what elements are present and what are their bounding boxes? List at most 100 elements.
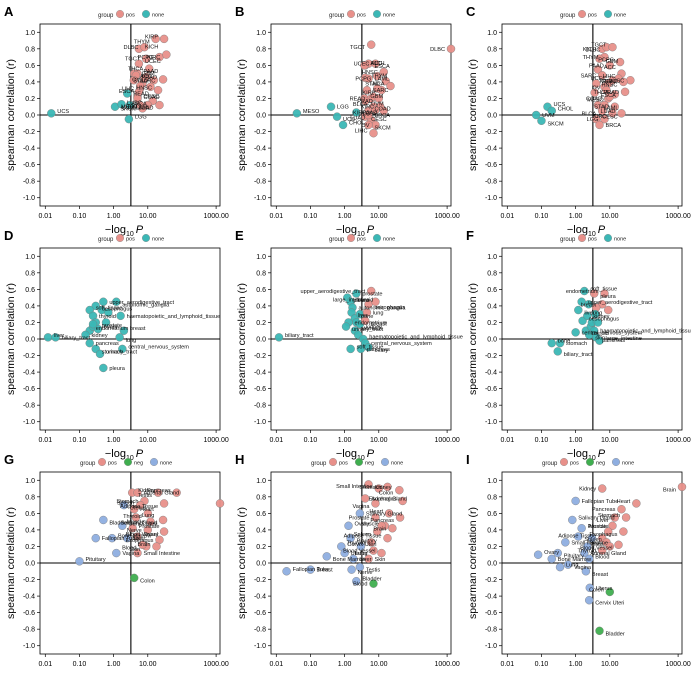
point-label: THCA bbox=[594, 90, 609, 96]
point-label: upper_aerodigestive_tract bbox=[301, 289, 366, 295]
point-pos bbox=[153, 85, 163, 95]
y-tick-label: -0.2 bbox=[23, 129, 35, 136]
point-label: Stomach bbox=[598, 513, 620, 519]
point-label: Esophagus bbox=[125, 538, 153, 544]
point-label: Esophagus bbox=[369, 496, 397, 502]
point-label: Vagina bbox=[122, 551, 140, 557]
point-label: Small Intestine bbox=[143, 551, 180, 557]
y-tick-label: 0.8 bbox=[25, 494, 35, 501]
point-label: READ bbox=[350, 96, 366, 102]
point-none bbox=[355, 562, 365, 572]
point-label: Pituitary bbox=[357, 539, 377, 545]
point-pos bbox=[133, 532, 142, 541]
y-tick-label: 0.4 bbox=[256, 79, 266, 86]
point-label: GBM bbox=[605, 59, 618, 65]
point-none bbox=[322, 552, 331, 561]
point-label: STAD bbox=[133, 78, 148, 84]
point-none bbox=[341, 322, 351, 331]
point-label: OV bbox=[132, 77, 140, 83]
y-tick-label: 0.6 bbox=[25, 287, 35, 294]
point-none bbox=[356, 542, 366, 551]
point-label: LAML bbox=[604, 106, 619, 112]
point-pos bbox=[626, 76, 635, 85]
y-tick-label: 0.4 bbox=[487, 303, 497, 310]
point-pos bbox=[619, 77, 628, 87]
y-tick-label: -1.0 bbox=[254, 195, 266, 202]
point-label: Bone Marrow bbox=[118, 534, 152, 540]
point-none bbox=[346, 344, 355, 354]
point-label: Nerve bbox=[127, 528, 142, 534]
legend: group pos none bbox=[560, 9, 626, 19]
point-label: Blood bbox=[595, 554, 609, 560]
point-none bbox=[346, 533, 355, 543]
point-pos bbox=[158, 515, 168, 525]
point-label: Breast bbox=[316, 568, 333, 574]
point-label: LGG bbox=[587, 117, 599, 123]
point-none bbox=[585, 554, 594, 564]
point-label: Cervix Uteri bbox=[595, 601, 624, 607]
x-tick-label: 10.00 bbox=[139, 437, 157, 444]
x-tick-label: 0.01 bbox=[38, 661, 52, 668]
legend-label-pos: pos bbox=[339, 461, 348, 467]
point-label: Kidney bbox=[138, 488, 155, 494]
point-none bbox=[282, 567, 291, 576]
point-label: Vagina bbox=[574, 565, 592, 571]
y-axis-title: spearman correlation (r) bbox=[5, 507, 17, 619]
point-pos bbox=[379, 67, 388, 77]
y-tick-label: -0.8 bbox=[485, 627, 497, 634]
point-label: Uterus bbox=[596, 586, 613, 592]
point-pos bbox=[371, 105, 380, 115]
legend-swatch-neg bbox=[586, 458, 595, 467]
point-none bbox=[124, 114, 134, 124]
point-label: Blood bbox=[122, 545, 136, 551]
legend-swatch-none bbox=[373, 9, 382, 18]
point-label: BRCA bbox=[605, 123, 621, 129]
point-pos bbox=[590, 88, 599, 97]
point-label: PRAD bbox=[357, 99, 373, 105]
legend-label-pos: pos bbox=[126, 237, 135, 243]
point-label: MESO bbox=[587, 97, 604, 103]
point-pos bbox=[364, 110, 373, 120]
point-pos bbox=[364, 74, 373, 83]
x-tick-label: 10.00 bbox=[370, 661, 388, 668]
point-none bbox=[574, 305, 583, 315]
y-tick-label: 0.2 bbox=[25, 544, 35, 551]
point-pos bbox=[134, 59, 144, 68]
point-label: Muscle bbox=[589, 524, 607, 530]
y-tick-label: -0.8 bbox=[23, 627, 35, 634]
point-none bbox=[571, 496, 580, 506]
point-label: PCPG bbox=[138, 55, 154, 61]
y-tick-label: 0.6 bbox=[256, 63, 266, 70]
point-none bbox=[352, 289, 361, 298]
point-label: Colon bbox=[379, 491, 394, 497]
y-axis-title: spearman correlation (r) bbox=[467, 59, 479, 171]
point-label: LIHC bbox=[355, 129, 368, 135]
point-label: Skin bbox=[374, 557, 385, 563]
point-label: ESCA bbox=[119, 89, 135, 95]
point-none bbox=[563, 560, 573, 569]
point-pos bbox=[621, 513, 631, 522]
panel-label: D bbox=[4, 228, 13, 243]
point-none bbox=[547, 554, 556, 564]
y-tick-label: 0.4 bbox=[25, 527, 35, 534]
point-label: GBM bbox=[142, 71, 155, 77]
point-label: urinary_tract bbox=[106, 349, 138, 355]
point-label: Bone Marrow bbox=[333, 557, 367, 563]
point-label: GBM bbox=[370, 94, 383, 100]
y-tick-label: 0.0 bbox=[487, 561, 497, 568]
point-label: skin bbox=[595, 335, 605, 341]
point-pos bbox=[155, 100, 164, 110]
point-none bbox=[547, 106, 556, 116]
point-pos bbox=[369, 128, 378, 138]
panel-label: G bbox=[4, 452, 14, 467]
point-label: haematopoietic_and_lymphoid_tissue bbox=[369, 335, 463, 341]
point-none bbox=[112, 297, 121, 306]
point-label: bone bbox=[361, 314, 373, 320]
point-none bbox=[583, 311, 592, 321]
y-tick-label: 0.0 bbox=[256, 113, 266, 120]
legend-label-none: none bbox=[391, 461, 403, 467]
point-label: KICH bbox=[145, 44, 158, 50]
